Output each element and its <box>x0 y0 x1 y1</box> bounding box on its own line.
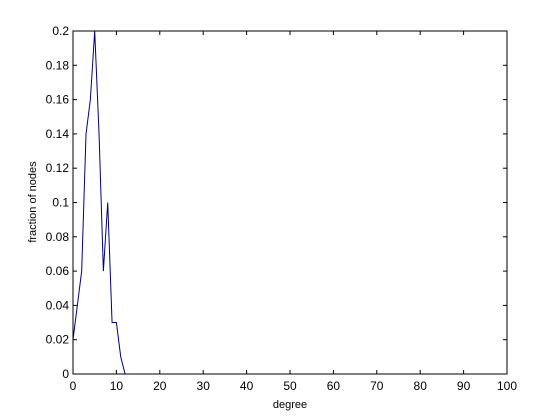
series-point <box>111 322 112 323</box>
x-axis-tick-labels: 0 10 20 30 40 50 60 70 80 90 100 <box>70 379 518 393</box>
y-tick-label: 0.02 <box>46 333 70 347</box>
x-tick-label: 50 <box>283 379 297 393</box>
x-tick-label: 100 <box>497 379 517 393</box>
y-tick-label: 0.16 <box>46 93 70 107</box>
series-point <box>77 305 78 306</box>
series-point <box>81 271 82 272</box>
y-tick-label: 0.08 <box>46 230 70 244</box>
x-tick-label: 20 <box>153 379 167 393</box>
series-point <box>116 322 117 323</box>
series-point <box>98 133 99 134</box>
x-tick-label: 80 <box>414 379 428 393</box>
x-tick-label: 40 <box>240 379 254 393</box>
y-tick-label: 0.12 <box>46 161 70 175</box>
y-tick-label: 0.1 <box>52 196 69 210</box>
y-tick-label: 0.14 <box>46 127 70 141</box>
y-axis-label: fraction of nodes <box>27 161 39 243</box>
x-tick-label: 30 <box>197 379 211 393</box>
y-tick-label: 0.18 <box>46 58 70 72</box>
x-tick-label: 90 <box>457 379 471 393</box>
y-tick-label: 0.06 <box>46 264 70 278</box>
x-tick-label: 10 <box>110 379 124 393</box>
series-point <box>103 271 104 272</box>
y-tick-label: 0.2 <box>52 24 69 38</box>
series-point <box>107 202 108 203</box>
x-axis-label: degree <box>273 399 307 411</box>
series-point <box>90 99 91 100</box>
y-tick-label: 0.04 <box>46 298 70 312</box>
x-tick-label: 0 <box>70 379 77 393</box>
series-point <box>120 356 121 357</box>
series-line <box>72 30 126 375</box>
x-tick-label: 60 <box>327 379 341 393</box>
x-tick-label: 70 <box>370 379 384 393</box>
plot-frame <box>72 30 508 375</box>
plot-area <box>73 31 507 374</box>
series-point <box>85 133 86 134</box>
y-axis-tick-labels: 0 0.02 0.04 0.06 0.08 0.1 0.12 0.14 0.16 0.18 0.2 <box>46 24 70 381</box>
y-tick-label: 0 <box>62 367 69 381</box>
series-layer <box>72 30 126 375</box>
